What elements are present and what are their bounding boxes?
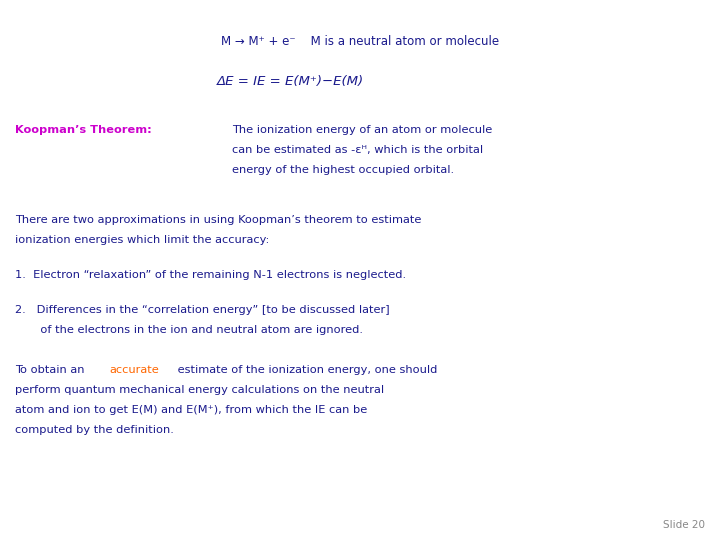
Text: can be estimated as -εᴴ, which is the orbital: can be estimated as -εᴴ, which is the or… bbox=[232, 145, 483, 155]
Text: There are two approximations in using Koopman’s theorem to estimate: There are two approximations in using Ko… bbox=[15, 215, 421, 225]
Text: estimate of the ionization energy, one should: estimate of the ionization energy, one s… bbox=[174, 365, 437, 375]
Text: Slide 20: Slide 20 bbox=[663, 520, 705, 530]
Text: perform quantum mechanical energy calculations on the neutral: perform quantum mechanical energy calcul… bbox=[15, 385, 384, 395]
Text: of the electrons in the ion and neutral atom are ignored.: of the electrons in the ion and neutral … bbox=[15, 325, 363, 335]
Text: computed by the definition.: computed by the definition. bbox=[15, 425, 174, 435]
Text: ΔE = IE = E(M⁺)−E(M): ΔE = IE = E(M⁺)−E(M) bbox=[217, 75, 364, 88]
Text: 1.  Electron “relaxation” of the remaining N-1 electrons is neglected.: 1. Electron “relaxation” of the remainin… bbox=[15, 270, 406, 280]
Text: atom and ion to get E(M) and E(M⁺), from which the IE can be: atom and ion to get E(M) and E(M⁺), from… bbox=[15, 405, 367, 415]
Text: Koopman’s Theorem:: Koopman’s Theorem: bbox=[15, 125, 152, 135]
Text: M → M⁺ + e⁻    M is a neutral atom or molecule: M → M⁺ + e⁻ M is a neutral atom or molec… bbox=[221, 35, 499, 48]
Text: ionization energies which limit the accuracy:: ionization energies which limit the accu… bbox=[15, 235, 269, 245]
Text: 2.   Differences in the “correlation energy” [to be discussed later]: 2. Differences in the “correlation energ… bbox=[15, 305, 390, 315]
Text: To obtain an: To obtain an bbox=[15, 365, 88, 375]
Text: accurate: accurate bbox=[109, 365, 159, 375]
Text: The ionization energy of an atom or molecule: The ionization energy of an atom or mole… bbox=[232, 125, 492, 135]
Text: energy of the highest occupied orbital.: energy of the highest occupied orbital. bbox=[232, 165, 454, 175]
